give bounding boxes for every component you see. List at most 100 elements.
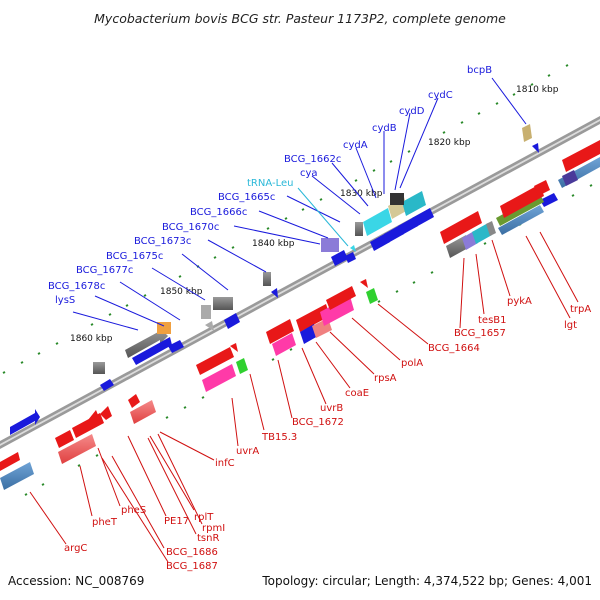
gene-arrow — [55, 430, 74, 448]
gene-arrow — [196, 347, 234, 375]
gene-box — [93, 362, 105, 374]
gene-label: rpsA — [374, 373, 397, 384]
gene-arrow — [205, 321, 214, 331]
gene-arrow — [125, 328, 168, 358]
gene-arrow — [230, 343, 238, 352]
gene-label: BCG_1657 — [454, 328, 506, 339]
gene-label: bcpB — [467, 65, 492, 76]
gene-label: BCG_1662c — [284, 154, 341, 165]
gene-arrow — [0, 462, 34, 490]
gene-arrow — [100, 379, 114, 391]
gene-label: lgt — [564, 320, 577, 331]
gene-arrow — [272, 333, 296, 356]
gene-label: rpmI — [202, 523, 225, 534]
gene-label: BCG_1666c — [190, 207, 247, 218]
gene-arrow — [72, 413, 104, 438]
gene-arrow — [0, 452, 20, 471]
gene-arrow — [128, 394, 140, 408]
gene-label: infC — [215, 458, 235, 469]
gene-arrow — [412, 208, 434, 227]
gene-arrow — [562, 170, 578, 186]
gene-arrow — [363, 208, 392, 236]
reverse-leaders — [72, 77, 527, 331]
accession-text: Accession: NC_008769 — [8, 574, 144, 588]
gene-label: BCG_1686 — [166, 547, 218, 558]
gene-label: BCG_1664 — [428, 343, 480, 354]
tick-label: 1840 kbp — [252, 239, 295, 249]
gene-arrow — [532, 143, 539, 153]
tick-label: 1830 kbp — [340, 189, 383, 199]
gene-arrow — [562, 140, 600, 172]
gene-arrow — [100, 406, 112, 420]
topology-text: Topology: circular; Length: 4,374,522 bp… — [261, 574, 592, 588]
gene-label: lysS — [55, 295, 75, 306]
gene-arrow — [366, 288, 378, 304]
gene-label: cydD — [399, 106, 425, 117]
gene-label: BCG_1670c — [162, 222, 219, 233]
gene-arrow — [345, 252, 356, 263]
gene-label: cya — [300, 168, 318, 179]
gene-box — [390, 193, 404, 205]
gene-label: PE17 — [164, 516, 189, 527]
gene-arrow — [10, 409, 40, 435]
gene-box — [213, 297, 233, 310]
reverse-labels: bcpB cydC cydD cydB cydA BCG_1662c cya t… — [48, 65, 492, 306]
tick-label: 1820 kbp — [428, 138, 471, 148]
gene-box — [321, 238, 339, 252]
gene-label: tRNA-Leu — [247, 178, 293, 189]
gene-label: BCG_1665c — [218, 192, 275, 203]
gene-label: polA — [401, 358, 423, 369]
map-title: Mycobacterium bovis BCG str. Pasteur 117… — [94, 11, 506, 26]
gene-label: BCG_1672 — [292, 417, 344, 428]
gene-label: pheT — [92, 517, 118, 528]
gene-label: BCG_1673c — [134, 236, 191, 247]
gene-arrow — [224, 313, 240, 329]
gene-label: BCG_1677c — [76, 265, 133, 276]
gene-arrow — [350, 245, 356, 252]
gene-arrow — [498, 205, 544, 235]
forward-genes — [0, 140, 600, 490]
tick-label: 1850 kbp — [160, 287, 203, 297]
gene-arrow — [88, 410, 100, 426]
gene-label: rplT — [194, 512, 214, 523]
gene-arrow — [266, 319, 294, 344]
gene-arrow — [370, 233, 390, 251]
gene-arrow — [58, 434, 96, 464]
gene-arrow — [202, 364, 236, 392]
gene-arrow — [384, 225, 404, 243]
gene-arrow — [522, 124, 532, 142]
gene-arrow — [472, 223, 492, 244]
reverse-genes — [10, 124, 600, 435]
gene-arrow — [534, 180, 550, 196]
gene-label: tsnR — [197, 533, 219, 544]
tick-label: 1810 kbp — [516, 85, 559, 95]
gene-arrow — [402, 191, 426, 216]
gene-box — [355, 222, 363, 236]
forward-leaders — [29, 231, 579, 563]
gene-arrow — [331, 250, 348, 266]
gene-label: BCG_1687 — [166, 561, 218, 572]
gene-label: uvrB — [320, 403, 343, 414]
gene-arrow — [440, 211, 482, 244]
gene-label: coaE — [345, 388, 369, 399]
gene-arrow — [486, 221, 496, 236]
gene-arrow — [500, 184, 544, 218]
gene-label: BCG_1675c — [106, 251, 163, 262]
forward-labels: trpA lgt pykA tesB1 BCG_1657 BCG_1664 po… — [64, 296, 591, 572]
gene-arrow — [271, 288, 278, 298]
gene-arrow — [168, 340, 184, 353]
gene-arrow — [360, 279, 368, 288]
gene-box — [263, 272, 271, 286]
gene-label: TB15.3 — [261, 432, 297, 443]
gene-label: pykA — [507, 296, 532, 307]
scale-labels: 1810 kbp 1820 kbp 1830 kbp 1840 kbp 1850… — [70, 85, 559, 344]
gene-arrow — [132, 337, 172, 365]
trna-leader — [297, 187, 349, 247]
gene-arrow — [130, 400, 156, 424]
gene-label: uvrA — [236, 446, 259, 457]
gene-arrow — [320, 296, 354, 326]
gene-label: cydC — [428, 90, 453, 101]
gene-label: cydA — [343, 140, 368, 151]
gene-arrow — [540, 193, 558, 207]
